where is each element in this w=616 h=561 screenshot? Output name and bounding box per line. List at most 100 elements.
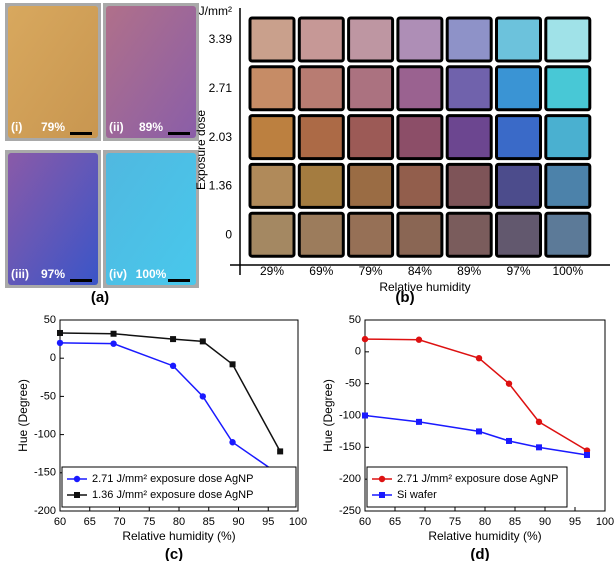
marker <box>57 330 63 336</box>
unit-label: J/mm² <box>199 4 232 18</box>
marker <box>110 340 116 346</box>
marker <box>230 361 236 367</box>
marker <box>111 331 117 337</box>
marker <box>229 439 235 445</box>
y-tick-label: -100 <box>339 409 361 421</box>
color-swatch <box>497 116 541 159</box>
color-swatch <box>497 18 541 61</box>
x-tick-label: 85 <box>509 516 521 528</box>
marker <box>57 340 63 346</box>
y-tick-label: 0 <box>50 352 56 364</box>
x-tick-label: 95 <box>569 516 581 528</box>
marker <box>379 476 385 482</box>
color-swatch <box>497 213 541 256</box>
scale-bar <box>168 279 190 282</box>
x-tick-label: 100 <box>289 516 307 528</box>
color-swatch <box>299 164 343 207</box>
y-tick-label: -250 <box>339 505 361 517</box>
column-label: 97% <box>506 264 530 278</box>
marker <box>170 363 176 369</box>
x-tick-label: 65 <box>389 516 401 528</box>
column-label: 69% <box>309 264 333 278</box>
y-axis-title: Hue (Degree) <box>321 379 335 452</box>
row-label: 1.36 <box>209 179 233 193</box>
x-tick-label: 60 <box>54 516 66 528</box>
y-tick-label: 0 <box>355 346 361 358</box>
photo-numeral: (i) <box>11 120 22 134</box>
x-tick-label: 90 <box>232 516 244 528</box>
marker <box>379 492 385 498</box>
color-swatch <box>250 213 294 256</box>
y-tick-label: -50 <box>345 378 361 390</box>
photo <box>8 6 98 138</box>
color-swatch <box>299 67 343 110</box>
color-swatch <box>398 164 442 207</box>
marker <box>416 337 422 343</box>
scale-bar <box>70 132 92 135</box>
x-tick-label: 95 <box>262 516 274 528</box>
photo <box>106 6 196 138</box>
color-swatch <box>398 116 442 159</box>
x-tick-label: 100 <box>596 516 614 528</box>
legend-label: 1.36 J/mm² exposure dose AgNP <box>92 489 253 501</box>
marker <box>416 419 422 425</box>
y-tick-label: -100 <box>34 429 56 441</box>
column-label: 29% <box>260 264 284 278</box>
series-line <box>60 343 280 475</box>
color-swatch <box>349 18 393 61</box>
row-label: 2.71 <box>209 81 233 95</box>
color-swatch <box>299 213 343 256</box>
color-swatch <box>398 18 442 61</box>
photo-humidity: 97% <box>41 267 65 281</box>
marker <box>362 336 368 342</box>
x-axis-title: Relative humidity (%) <box>122 529 235 543</box>
y-tick-label: -150 <box>339 441 361 453</box>
row-label: 2.03 <box>209 130 233 144</box>
photo-humidity: 89% <box>139 120 163 134</box>
color-swatch <box>250 18 294 61</box>
color-swatch <box>250 67 294 110</box>
panel-label: (b) <box>395 289 414 306</box>
marker <box>74 476 80 482</box>
marker <box>476 428 482 434</box>
photo-numeral: (ii) <box>109 120 124 134</box>
x-tick-label: 70 <box>419 516 431 528</box>
legend-label: 2.71 J/mm² exposure dose AgNP <box>397 473 558 485</box>
color-swatch <box>447 18 491 61</box>
series-line <box>365 416 587 455</box>
marker <box>74 492 80 498</box>
marker <box>506 438 512 444</box>
photo <box>106 153 196 285</box>
x-axis-title: Relative humidity <box>379 280 470 294</box>
color-swatch <box>349 116 393 159</box>
color-swatch <box>546 213 590 256</box>
color-swatch <box>398 213 442 256</box>
color-swatch <box>497 164 541 207</box>
x-tick-label: 60 <box>359 516 371 528</box>
x-tick-label: 75 <box>449 516 461 528</box>
x-tick-label: 90 <box>539 516 551 528</box>
x-tick-label: 80 <box>479 516 491 528</box>
y-tick-label: -150 <box>34 467 56 479</box>
color-swatch <box>546 18 590 61</box>
legend-label: 2.71 J/mm² exposure dose AgNP <box>92 473 253 485</box>
color-swatch <box>349 164 393 207</box>
color-swatch <box>546 164 590 207</box>
legend-label: Si wafer <box>397 489 437 501</box>
color-swatch <box>546 67 590 110</box>
color-swatch <box>349 67 393 110</box>
marker <box>506 380 512 386</box>
marker <box>170 336 176 342</box>
y-axis-title: Hue (Degree) <box>16 379 30 452</box>
series-line <box>60 333 280 451</box>
marker <box>536 444 542 450</box>
color-swatch <box>250 116 294 159</box>
photo-humidity: 100% <box>136 267 167 281</box>
y-tick-label: -200 <box>34 505 56 517</box>
column-label: 100% <box>552 264 583 278</box>
color-swatch <box>398 67 442 110</box>
row-label: 3.39 <box>209 32 233 46</box>
y-tick-label: 50 <box>349 314 361 326</box>
marker <box>362 413 368 419</box>
color-swatch <box>349 213 393 256</box>
